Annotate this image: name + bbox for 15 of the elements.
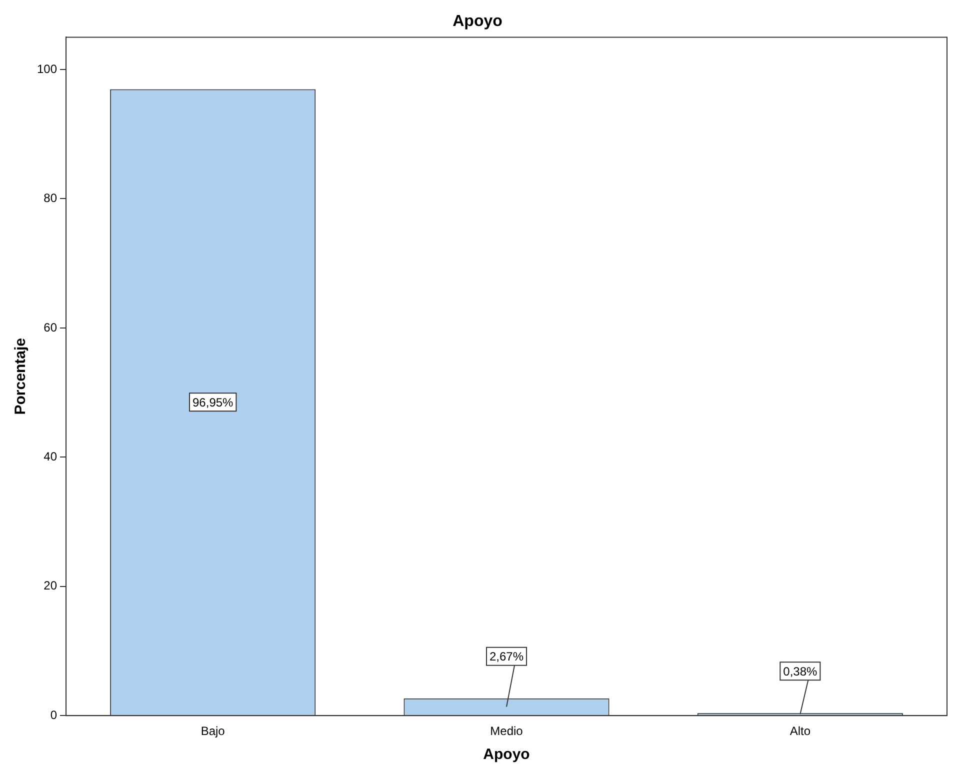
chart-title: Apoyo: [452, 13, 503, 30]
y-tick-label: 60: [44, 320, 58, 334]
data-label: 2,67%: [489, 650, 524, 664]
data-label: 0,38%: [783, 664, 818, 678]
data-label: 96,95%: [192, 395, 234, 410]
y-axis-title: Porcentaje: [12, 338, 30, 415]
x-tick-label: Medio: [490, 724, 524, 738]
y-tick-label: 80: [44, 191, 58, 206]
y-tick-label: 20: [44, 578, 58, 593]
y-tick-label: 100: [36, 62, 58, 76]
x-tick-label: Bajo: [200, 724, 226, 738]
y-tick-label: 40: [44, 449, 58, 464]
x-tick-label: Alto: [790, 724, 811, 738]
y-tick-label: 0: [50, 708, 58, 722]
x-axis-title: Apoyo: [483, 746, 530, 764]
